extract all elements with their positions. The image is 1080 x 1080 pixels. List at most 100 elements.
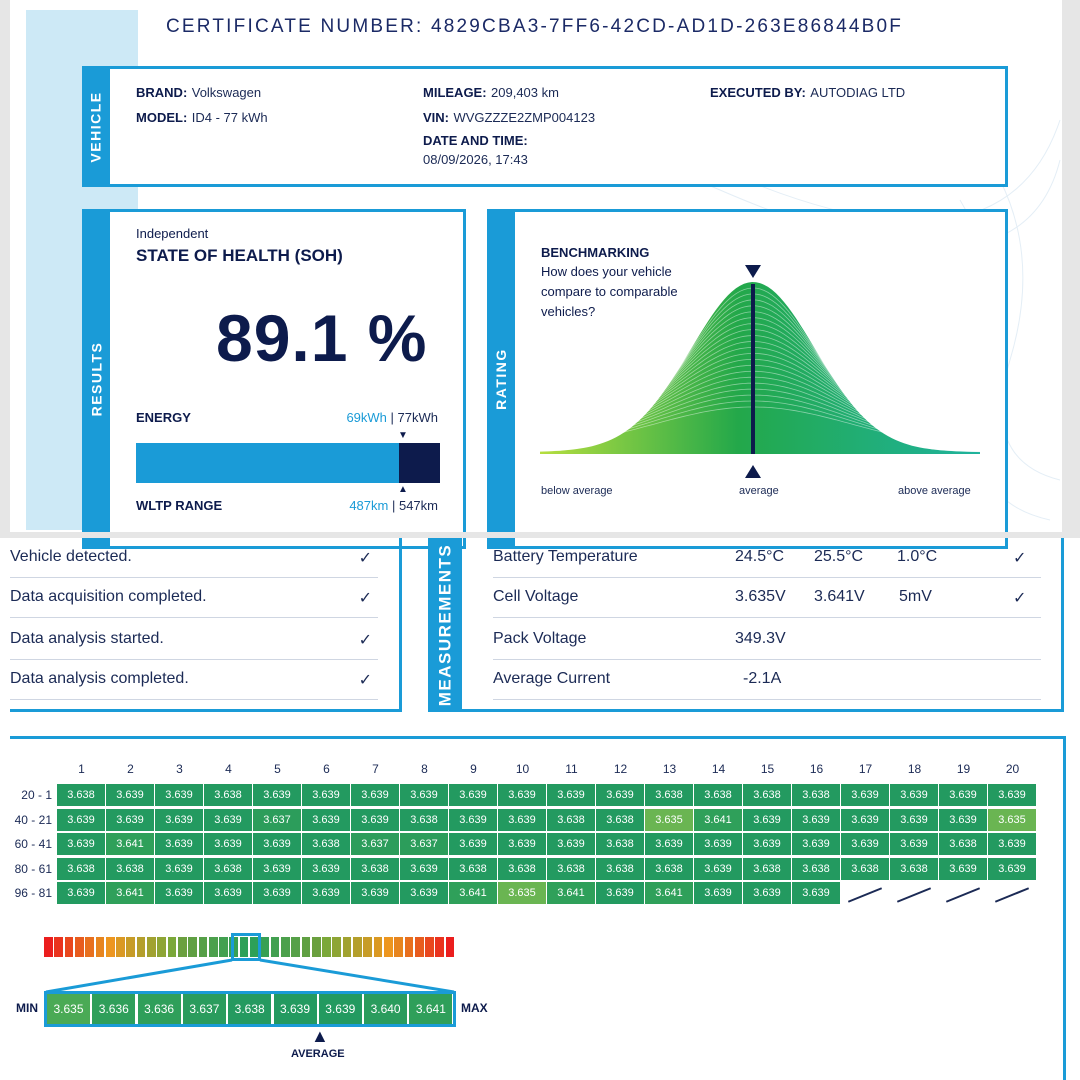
cell-voltage: 3.639 <box>155 784 203 806</box>
cell-voltage: 3.639 <box>694 882 742 904</box>
step-row: Data analysis started. ✓ <box>10 620 378 660</box>
benchmark-curve <box>540 265 981 478</box>
empty-cell-slash <box>896 887 932 903</box>
certificate-value: 4829CBA3-7FF6-42CD-AD1D-263E86844B0F <box>430 16 904 37</box>
cell-voltage: 3.639 <box>302 784 350 806</box>
scale-value: 3.636 <box>137 994 182 1024</box>
cell-voltage: 3.639 <box>743 808 791 831</box>
legend-zoom-box <box>231 933 261 961</box>
cell-voltage: 3.639 <box>547 784 595 806</box>
cell-voltage: 3.639 <box>155 833 203 855</box>
model-field: MODEL: ID4 - 77 kWh <box>136 110 268 125</box>
cell-voltage: 3.639 <box>351 808 399 831</box>
check-icon: ✓ <box>1013 590 1027 607</box>
cell-voltage: 3.635 <box>498 882 546 904</box>
cell-voltage: 3.638 <box>204 784 252 806</box>
check-icon: ✓ <box>358 672 372 689</box>
cell-voltage: 3.641 <box>694 808 742 831</box>
benchmark-top-marker-icon <box>745 265 761 278</box>
column-header: 2 <box>127 762 134 776</box>
scale-value: 3.637 <box>182 994 227 1024</box>
cell-voltage: 3.639 <box>155 808 203 831</box>
scale-value: 3.640 <box>364 994 409 1024</box>
cell-voltage: 3.639 <box>449 808 497 831</box>
cell-voltage: 3.639 <box>596 784 644 806</box>
cell-voltage: 3.639 <box>106 808 154 831</box>
cell-voltage: 3.639 <box>694 857 742 880</box>
cell-voltage: 3.639 <box>449 833 497 855</box>
cell-voltage: 3.641 <box>106 882 154 904</box>
step-row: Data acquisition completed. ✓ <box>10 578 378 618</box>
legend-swatch <box>332 937 342 957</box>
benchmark-question: How does your vehicle compare to compara… <box>541 264 678 319</box>
step-row: Vehicle detected. ✓ <box>10 538 378 578</box>
cell-voltage: 3.639 <box>498 833 546 855</box>
column-header: 15 <box>760 762 775 776</box>
row-label: 1 - 20 <box>21 788 52 802</box>
column-header: 6 <box>323 762 330 776</box>
cell-voltage: 3.639 <box>204 882 252 904</box>
cell-voltage: 3.637 <box>400 833 448 855</box>
cell-voltage: 3.639 <box>939 857 987 880</box>
cell-voltage: 3.638 <box>449 857 497 880</box>
cell-grid: 1 2 3 4 5 6 7 8 9 10 11 12 13 14 15 16 17 18 19 20 1 - 20 3.6… <box>0 756 1040 916</box>
cell-voltage: 3.639 <box>792 882 840 904</box>
datetime-label: DATE AND TIME: <box>423 133 528 148</box>
legend-swatch <box>105 937 115 957</box>
row-label: 21 - 40 <box>14 812 52 827</box>
divider <box>0 532 1080 538</box>
legend-swatch <box>219 937 228 957</box>
measurements-table: Battery Temperature 24.5°C 25.5°C 1.0°C … <box>493 538 1041 708</box>
bar-marker-top-icon: ▼ <box>398 430 408 441</box>
cell-voltage: 3.639 <box>253 857 301 880</box>
cell-voltage: 3.639 <box>253 784 301 806</box>
row-label: 41 - 60 <box>14 837 52 851</box>
cell-voltage: 3.639 <box>204 808 252 831</box>
column-header: 7 <box>372 762 379 776</box>
legend-swatch <box>353 937 362 957</box>
cell-voltage: 3.638 <box>351 857 399 880</box>
check-icon: ✓ <box>358 550 372 567</box>
vehicle-panel <box>82 66 1008 187</box>
cell-voltage: 3.639 <box>743 833 791 855</box>
cell-voltage: 3.639 <box>155 882 203 904</box>
cell-voltage: 3.639 <box>400 784 448 806</box>
legend-swatch <box>280 937 290 957</box>
steps-panel: Vehicle detected. ✓ Data acquisition com… <box>10 538 402 712</box>
column-header: 20 <box>1005 762 1020 776</box>
measurement-row: Average Current -2.1A <box>493 660 1041 700</box>
executed-by-field: EXECUTED BY: AUTODIAG LTD <box>710 85 906 100</box>
min-max-scale: 3.635 3.636 3.636 3.637 3.638 3.639 3.639 3.640… <box>44 991 456 1027</box>
energy-values: 69kWh | 77kWh <box>346 410 438 425</box>
scale-min-label: MIN <box>16 1001 38 1015</box>
soh-title: STATE OF HEALTH (SOH) <box>136 246 343 265</box>
cell-voltage: 3.638 <box>57 784 105 806</box>
soh-subtitle: Independent <box>136 226 209 241</box>
scale-value: 3.638 <box>228 994 273 1024</box>
cell-voltage: 3.639 <box>302 857 350 880</box>
cell-voltage: 3.639 <box>645 833 693 855</box>
cell-voltage: 3.641 <box>106 833 154 855</box>
color-scale-bar <box>44 937 456 957</box>
legend-swatch <box>445 937 455 957</box>
legend-swatch <box>198 937 208 957</box>
scale-value: 3.639 <box>273 994 318 1024</box>
legend-swatch <box>404 937 414 957</box>
column-header: 3 <box>176 762 183 776</box>
cell-voltage: 3.638 <box>694 784 742 806</box>
cell-voltage: 3.639 <box>890 833 938 855</box>
cell-voltage: 3.639 <box>988 857 1036 880</box>
check-icon: ✓ <box>358 632 372 649</box>
cell-voltage: 3.639 <box>939 808 987 831</box>
legend-swatch <box>136 937 146 957</box>
legend-swatch <box>425 937 434 957</box>
mileage-field: MILEAGE: 209,403 km <box>423 85 559 100</box>
cell-voltage: 3.638 <box>57 857 105 880</box>
cell-voltage: 3.638 <box>645 857 693 880</box>
cell-voltage: 3.639 <box>792 808 840 831</box>
legend-swatch <box>270 937 280 957</box>
cell-voltage: 3.641 <box>645 882 693 904</box>
cell-voltage: 3.639 <box>351 784 399 806</box>
column-header: 5 <box>274 762 281 776</box>
column-header: 13 <box>662 762 677 776</box>
